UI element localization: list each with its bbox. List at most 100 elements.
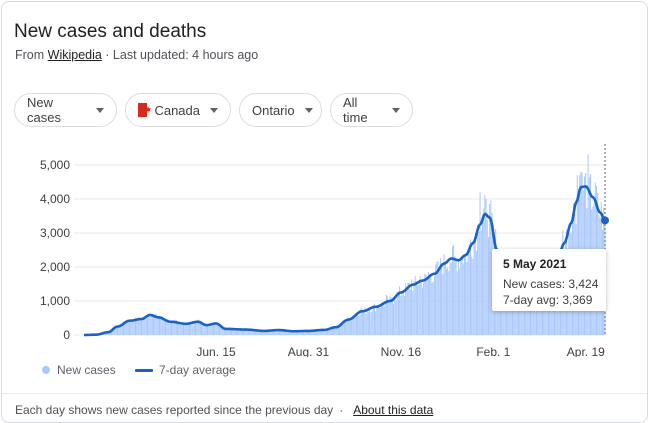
daily-bar [125,322,127,335]
daily-bar [459,268,461,335]
daily-bar [371,311,373,335]
daily-bar [359,315,361,335]
caret-down-icon [304,107,313,113]
daily-bar [214,322,216,335]
daily-bar [216,322,218,335]
daily-bar [442,273,444,335]
daily-bar [435,264,437,335]
y-tick-label: 0 [63,328,70,342]
daily-bar [474,239,476,335]
daily-bar [279,329,281,335]
daily-bar [159,316,161,335]
daily-bar [513,301,515,335]
daily-bar [510,302,512,335]
daily-bar [427,272,429,335]
daily-bar [411,279,413,335]
country-dropdown[interactable]: Canada [125,93,231,127]
daily-bar [412,290,414,335]
daily-bar [353,318,355,335]
daily-bar [210,323,212,335]
region-dropdown[interactable]: Ontario [239,93,322,127]
daily-bar [517,301,519,335]
daily-bar [237,328,239,335]
daily-bar [178,322,180,335]
hover-point [601,216,609,225]
daily-bar [475,250,477,335]
y-tick-label: 2,000 [40,260,70,274]
x-tick-label: Aug. 31 [288,345,330,357]
daily-bar [468,244,470,335]
daily-bar [285,330,287,335]
daily-bar [233,329,235,335]
daily-bar [261,331,263,335]
daily-bar [154,315,156,335]
daily-bar [108,332,110,335]
daily-bar [394,298,396,335]
daily-bar [419,275,421,335]
daily-bar [525,305,527,335]
daily-bar [408,282,410,335]
daily-bar [175,319,177,335]
daily-bar [520,299,522,335]
daily-bar [354,316,356,335]
time-range-dropdown[interactable]: All time [330,93,413,127]
daily-bar [454,256,456,335]
daily-bar [276,329,278,335]
daily-bar [189,324,191,335]
daily-bar [318,329,320,335]
daily-bar [185,324,187,335]
x-tick-label: Feb. 1 [476,345,510,357]
daily-bar [281,330,283,335]
daily-bar [397,292,399,335]
daily-bar [423,282,425,335]
daily-bar [407,282,409,335]
daily-bar [365,313,367,335]
daily-bar [334,326,336,335]
source-line: From Wikipedia · Last updated: 4 hours a… [15,48,258,62]
wikipedia-link[interactable]: Wikipedia [47,48,102,62]
daily-bar [130,319,132,335]
daily-bar [481,221,483,335]
daily-bar [480,230,482,335]
daily-bar [171,320,173,335]
daily-bar [234,329,236,335]
daily-bar [429,273,431,335]
daily-bar [521,297,523,335]
daily-bar [245,330,247,335]
daily-bar [351,320,353,335]
daily-bar [333,328,335,335]
daily-bar [507,293,509,335]
about-this-data-link[interactable]: About this data [353,403,434,417]
daily-bar [246,329,248,335]
daily-bar [137,317,139,335]
daily-bar [448,271,450,335]
caret-down-icon [392,107,400,113]
daily-bar [418,284,420,335]
daily-bar [223,327,225,335]
daily-bar [516,303,518,335]
daily-bar [441,266,443,335]
daily-bar [541,291,543,335]
daily-bar [455,258,457,335]
daily-bar [437,261,439,335]
daily-bar [328,328,330,335]
daily-bar [381,302,383,335]
daily-bar [269,330,271,335]
daily-bar [372,304,374,335]
daily-bar [160,318,162,335]
daily-bar [263,331,265,335]
daily-bar [107,332,109,335]
daily-bar [373,303,375,335]
daily-bar [538,290,540,335]
daily-bar [509,292,511,335]
daily-bar [129,322,131,335]
country-dropdown-label: Canada [154,102,200,118]
metric-dropdown[interactable]: New cases [14,93,117,127]
daily-bar [402,290,404,335]
daily-bar [511,296,513,335]
daily-bar [277,330,279,335]
daily-bar [522,306,524,335]
y-tick-label: 1,000 [40,294,70,308]
daily-bar [382,303,384,335]
